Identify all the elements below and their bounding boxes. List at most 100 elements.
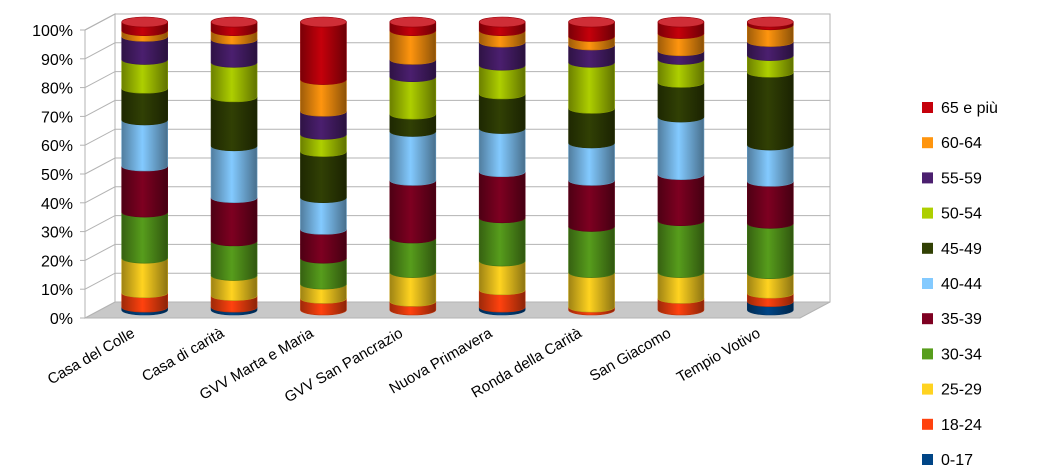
bar-cap (657, 16, 705, 28)
legend-label: 65 e più (941, 100, 998, 117)
legend-swatch (922, 207, 933, 219)
y-tick-label: 40% (41, 196, 73, 213)
legend-item: 18-24 (922, 417, 982, 434)
bar-stack (747, 16, 794, 316)
legend-label: 0-17 (941, 452, 973, 468)
y-tick-label: 70% (41, 109, 73, 126)
bar-segment (121, 88, 168, 126)
bar-stack (300, 16, 347, 316)
bar-cap (121, 16, 168, 28)
bar-segment (300, 21, 347, 85)
bar-stack (568, 16, 615, 316)
legend-label: 35-39 (941, 311, 982, 328)
bar-segment (568, 62, 615, 114)
x-tick-label: Casa di carità (139, 324, 227, 385)
legend-item: 50-54 (922, 206, 982, 223)
gridline (84, 71, 830, 89)
legend-swatch (922, 137, 933, 149)
bar-segment (478, 128, 526, 178)
legend-item: 30-34 (922, 346, 982, 363)
legend-swatch (922, 418, 933, 430)
legend-item: 0-17 (922, 452, 973, 468)
bar-segment (210, 240, 258, 281)
bar-segment (210, 145, 258, 203)
legend-label: 50-54 (941, 206, 982, 223)
gridline (84, 272, 830, 290)
bar-segment (121, 258, 168, 299)
bar-stack (657, 16, 705, 316)
gridline (84, 42, 830, 60)
y-tick-label: 0% (50, 311, 73, 328)
gridline (84, 157, 830, 175)
bar-segment (568, 108, 615, 149)
bar-segment (121, 119, 168, 172)
legend-swatch (922, 383, 933, 395)
legend-label: 30-34 (941, 346, 982, 363)
bar-segment (568, 272, 615, 313)
bars (121, 16, 794, 316)
bar-segment (747, 72, 794, 151)
bar-segment (389, 131, 437, 186)
x-tick-label: Casa del Colle (45, 325, 138, 389)
legend-swatch (922, 172, 933, 184)
bar-cap (478, 16, 526, 28)
bar-cap (210, 16, 258, 28)
legend-item: 45-49 (922, 241, 982, 258)
y-tick-label: 90% (41, 52, 73, 69)
bar-segment (300, 79, 347, 117)
legend-swatch (922, 313, 933, 325)
bar-stack (210, 16, 258, 316)
bar-segment (657, 82, 705, 123)
bar-segment (568, 226, 615, 278)
bar-segment (657, 116, 705, 180)
gridline (84, 99, 830, 117)
bar-segment (747, 144, 794, 187)
y-tick-label: 100% (32, 23, 73, 40)
bar-segment (389, 76, 437, 120)
y-tick-label: 50% (41, 167, 73, 184)
legend-label: 40-44 (941, 276, 982, 293)
bar-cap (300, 16, 347, 28)
bar-segment (121, 211, 168, 264)
legend-swatch (922, 102, 933, 113)
legend-item: 35-39 (922, 311, 982, 328)
legend-label: 18-24 (941, 417, 982, 434)
bar-segment (478, 93, 526, 134)
bar-stack (478, 16, 526, 316)
bar-segment (657, 174, 705, 227)
floor (84, 301, 831, 319)
y-tick-label: 30% (41, 225, 73, 242)
legend-item: 65 e più (922, 100, 998, 117)
y-tick-label: 10% (41, 282, 73, 299)
bar-segment (210, 62, 258, 103)
legend: 65 e più 60-64 55-59 50-54 45-49 40-44 35-39 30… (922, 100, 998, 468)
legend-item: 40-44 (922, 276, 982, 293)
bar-cap (747, 16, 794, 28)
bar-segment (478, 217, 526, 267)
bar-stack (389, 16, 437, 316)
bar-cap (568, 16, 615, 28)
legend-swatch (922, 278, 933, 289)
legend-label: 25-29 (941, 382, 982, 399)
y-tick-label: 60% (41, 138, 73, 155)
bar-segment (747, 181, 794, 229)
grid-lines (84, 13, 830, 290)
legend-label: 60-64 (941, 135, 982, 152)
legend-swatch (922, 454, 933, 465)
bar-segment (300, 151, 347, 203)
y-tick-label: 80% (41, 81, 73, 98)
y-axis: 0% 10% 20% 30% 40% 50% 60% 70% 80% 90% 100% (32, 23, 86, 328)
bar-segment (210, 96, 258, 152)
gridline (84, 243, 830, 261)
bar-segment (568, 180, 615, 232)
y-tick-label: 20% (41, 253, 73, 270)
bar-segment (389, 180, 437, 244)
bar-segment (568, 142, 615, 186)
bar-stack (121, 16, 168, 316)
gridline (84, 13, 830, 31)
legend-item: 60-64 (922, 135, 982, 152)
bar-cap (389, 16, 437, 28)
gridline (84, 215, 830, 233)
